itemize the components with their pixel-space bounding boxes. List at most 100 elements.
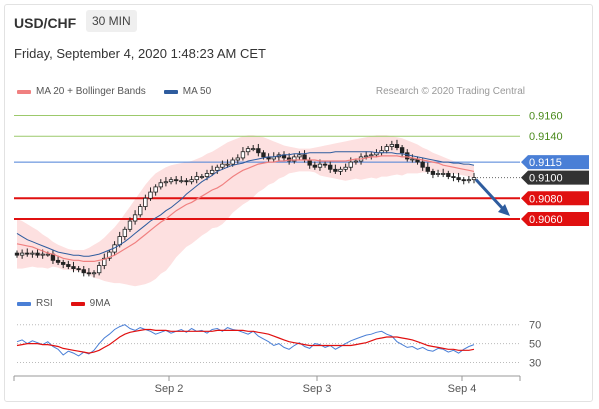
candle-body [353,160,359,163]
forecast-arrow-shaft [474,178,506,211]
candle [209,165,215,177]
candle-body [204,173,210,177]
candle-body [235,157,240,161]
candle [389,140,395,151]
candle [194,171,199,184]
candle [61,259,66,269]
candle [451,172,456,182]
candle [81,266,86,277]
candle [245,146,251,156]
candle-body [348,161,353,168]
candle-body [96,265,102,274]
candle-body [168,179,174,183]
forecast-arrow-head [498,203,510,216]
candle [168,177,174,185]
candle-body [389,144,395,147]
rsi-tick-label-2: 30 [529,358,541,370]
candle [471,172,477,184]
candle-body [179,180,184,183]
candle-body [322,163,328,166]
candle [76,266,81,273]
candle-body [430,170,436,175]
candle [322,161,328,168]
candle [399,145,405,157]
candle [199,173,205,180]
candle [369,152,374,160]
candle-body [35,252,40,256]
candle [446,170,451,180]
candle-body [343,166,348,170]
candle [441,168,446,178]
candle-body [30,252,35,255]
candle-body [40,253,45,256]
ma20-line [16,155,475,262]
x-tick-label-0: Sep 2 [155,383,184,395]
level-tag-4 [521,191,589,206]
candle [91,270,97,278]
candle [297,151,302,161]
candle-body [292,156,297,162]
candle [225,159,230,168]
candle-body [122,228,128,237]
level-tag-2 [521,155,589,170]
timeframe-badge[interactable]: 30 MIN [86,10,137,32]
candle-body [76,268,81,271]
candle-body [174,179,179,182]
level-label-3: 0.9100 [529,173,563,185]
candle-body [405,152,410,160]
candle [55,255,61,265]
candle-body [148,191,153,199]
level-label-1: 0.9140 [529,131,563,143]
candle-body [189,179,194,183]
candle [127,217,133,232]
candle [235,154,240,164]
candle-body [215,166,220,171]
chart-card [4,4,593,402]
bollinger-band-area [17,135,474,287]
rsi-line [16,324,475,357]
candle-body [61,262,66,265]
candle-body [245,148,251,153]
candle-body [435,173,441,175]
candle-body [81,269,86,274]
candle [384,143,389,154]
candle-body [25,252,30,255]
candle [456,172,461,183]
candle [86,268,92,277]
candle [96,261,102,276]
candle [66,260,71,270]
candle [215,164,220,174]
candle [189,176,194,185]
candle-body [132,214,138,222]
candle-body [71,266,76,270]
candle [138,203,143,218]
candle [435,169,441,178]
candle-body [225,163,230,166]
candle [19,249,25,259]
candle [466,176,472,184]
rsi-legend: RSI 9MA [17,298,110,309]
price-legend: MA 20 + Bollinger Bands MA 50 [17,86,211,97]
candle-body [153,186,158,193]
ma20-legend-swatch [17,89,31,94]
level-label-4: 0.9080 [529,193,563,205]
research-credit: Research © 2020 Trading Central [375,86,525,97]
candle [405,149,410,162]
ma50-legend-swatch [163,89,178,94]
candle-body [19,252,25,256]
candle-body [184,180,189,183]
rsi-ma-legend-label: 9MA [89,298,111,309]
rsi-tick-label-1: 50 [529,339,541,351]
symbol-title: USD/CHF [14,15,77,31]
candle [148,187,153,201]
candle-body [220,163,225,168]
candle [343,163,348,172]
candle [102,253,107,270]
candle-body [471,177,477,181]
ma50-line [16,151,475,257]
candle [251,145,256,152]
candle-body [138,206,143,216]
candle-body [441,173,446,175]
level-label-0: 0.9160 [529,111,563,123]
